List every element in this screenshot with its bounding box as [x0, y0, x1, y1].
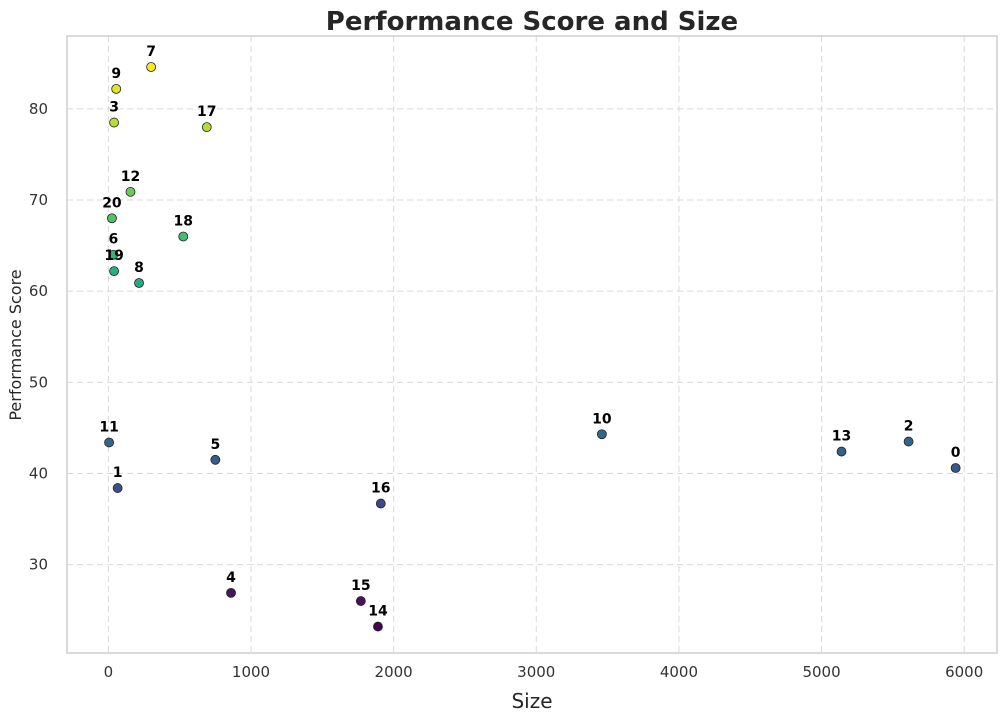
point-label: 18 [174, 214, 193, 230]
x-tick-label: 3000 [517, 663, 555, 681]
data-point [950, 463, 961, 473]
point-label: 0 [951, 445, 961, 461]
point-label: 3 [109, 100, 119, 116]
plot-area [66, 35, 998, 654]
data-point [111, 83, 122, 94]
x-tick-label: 1000 [232, 663, 270, 681]
point-label: 10 [592, 411, 612, 427]
point-label: 1 [113, 465, 123, 481]
x-tick-label: 2000 [375, 663, 413, 681]
grid-lines [67, 36, 997, 653]
data-point [201, 122, 212, 133]
data-point [134, 278, 144, 288]
data-point [104, 437, 114, 448]
data-point [355, 596, 366, 606]
data-point [125, 186, 136, 197]
data-point [109, 117, 119, 128]
point-label: 4 [226, 570, 236, 586]
data-point [226, 587, 236, 598]
data-point [596, 429, 607, 440]
y-axis-label: Performance Score [6, 269, 25, 420]
data-point [112, 483, 123, 493]
point-label: 7 [146, 44, 156, 60]
y-tick-label: 50 [29, 373, 48, 391]
y-tick-label: 80 [29, 100, 48, 118]
point-label: 8 [134, 260, 144, 276]
data-point [375, 498, 386, 509]
point-label: 17 [197, 104, 216, 120]
data-point [107, 213, 117, 224]
y-tick-label: 30 [29, 556, 48, 574]
data-point [373, 621, 383, 632]
point-label: 15 [351, 578, 370, 594]
chart-title: Performance Score and Size [326, 7, 738, 37]
data-point [210, 454, 221, 465]
data-point [146, 62, 157, 72]
y-axis-ticks: 30 40 50 60 70 80 [29, 100, 48, 574]
data-point [836, 446, 847, 457]
point-label: 20 [102, 195, 122, 211]
x-tick-label: 4000 [660, 663, 698, 681]
point-label: 5 [210, 437, 220, 453]
point-label: 16 [371, 481, 390, 497]
point-label: 14 [368, 604, 388, 620]
x-tick-label: 5000 [802, 663, 840, 681]
y-tick-label: 60 [29, 282, 48, 300]
data-point [903, 436, 914, 447]
data-point [109, 266, 119, 277]
point-label: 11 [99, 419, 118, 435]
y-tick-label: 40 [29, 464, 48, 482]
x-axis-label: Size [511, 689, 552, 713]
point-label: 9 [111, 66, 121, 82]
data-points [104, 62, 961, 632]
y-tick-label: 70 [29, 191, 48, 209]
point-label: 19 [104, 248, 123, 264]
data-point [178, 231, 189, 242]
point-label: 6 [108, 232, 118, 248]
x-axis-ticks: 0 1000 2000 3000 4000 5000 6000 [104, 663, 984, 681]
point-label: 12 [121, 169, 140, 185]
x-tick-label: 0 [104, 663, 114, 681]
data-point [108, 249, 119, 260]
x-tick-label: 6000 [945, 663, 983, 681]
point-label: 2 [904, 419, 914, 435]
point-label: 13 [832, 429, 851, 445]
